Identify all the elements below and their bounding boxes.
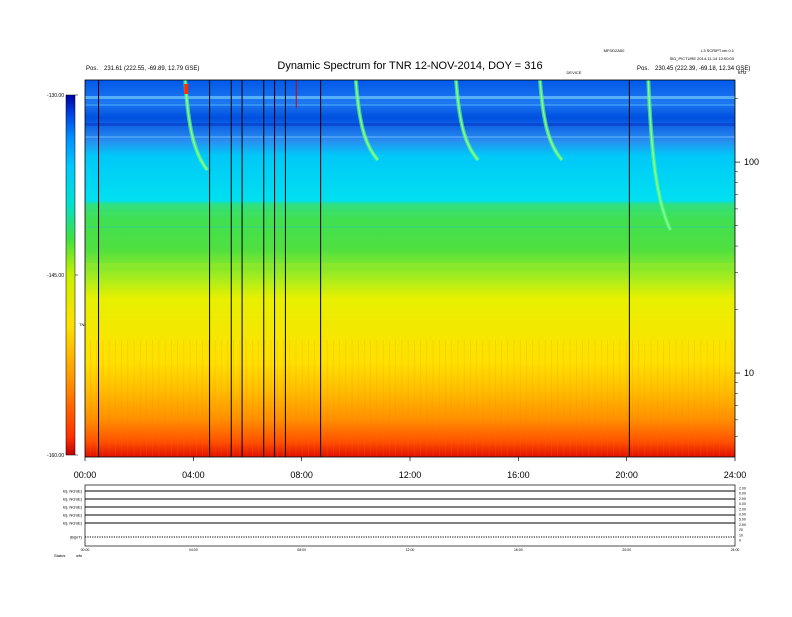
spectrogram-texture bbox=[85, 96, 735, 457]
left-pos-value: 231.61 (222.55, -69.89, 12.79 GSE) bbox=[104, 66, 199, 72]
spectrum-band bbox=[85, 263, 735, 267]
y-tick-label: 100 bbox=[744, 157, 759, 167]
x-tick-label: 20:00 bbox=[615, 470, 638, 480]
burst-peak bbox=[184, 84, 189, 94]
spectrum-band bbox=[85, 123, 735, 126]
right-scale-label: 0.00 bbox=[739, 502, 746, 506]
lower-x-tick-label: 04:00 bbox=[189, 548, 198, 552]
row-label: B(, NGSE) bbox=[63, 489, 83, 494]
x-tick-label: 00:00 bbox=[74, 470, 97, 480]
lower-panel-frame bbox=[84, 484, 736, 547]
right-scale-label: 0.00 bbox=[739, 513, 746, 517]
lower-x-tick-label: 00:00 bbox=[81, 548, 90, 552]
right-scale-label: 20 bbox=[739, 528, 743, 532]
lower-x-tick-label: 24:00 bbox=[731, 548, 740, 552]
right-pos-value: 230.45 (222.39, -69.18, 12.34 GSE) bbox=[655, 66, 750, 72]
type-iii-bursts bbox=[183, 79, 673, 231]
right-mid-tag: SID_PICTURE 2014-11-14 10:00:03 bbox=[670, 56, 735, 61]
right-top-tag: L3 SCRIPT.ver.0.1 bbox=[701, 48, 735, 53]
colorbar-tick-label: -130.00 bbox=[47, 93, 64, 99]
type-iii-burst-core bbox=[539, 79, 563, 161]
x-tick-label: 16:00 bbox=[507, 470, 530, 480]
right-scale-label: 2.50 bbox=[739, 523, 746, 527]
row-label: B(, NGSE) bbox=[63, 497, 83, 502]
y-axis-right: 100 10 bbox=[735, 98, 759, 437]
colorbar bbox=[65, 94, 76, 456]
right-scale-label: 0 bbox=[739, 539, 741, 543]
spectrum-band bbox=[85, 136, 735, 138]
khz-label: kHz bbox=[738, 70, 747, 76]
row-label: B(, NGSE) bbox=[63, 521, 83, 526]
row-label: B(, NGSE) bbox=[63, 513, 83, 518]
spectrum-band bbox=[85, 226, 735, 228]
magnetometer-panel: B(, NGSE) B(, NGSE) B(, NGSE) B(, NGSE) B(, … bbox=[63, 484, 746, 552]
row-label: |B|(nT) bbox=[70, 535, 83, 540]
spectrum-band bbox=[85, 96, 735, 99]
center-tag: MFSD2A00 bbox=[604, 48, 625, 53]
lower-x-tick-label: 20:00 bbox=[622, 548, 631, 552]
spectrogram bbox=[84, 79, 736, 458]
type-iii-burst-core bbox=[647, 79, 672, 231]
right-scale-label: 2.00 bbox=[739, 507, 746, 511]
chart-title: Dynamic Spectrum for TNR 12-NOV-2014, DO… bbox=[277, 60, 542, 72]
x-tick-label: 08:00 bbox=[290, 470, 313, 480]
y-tick-label: 10 bbox=[744, 368, 754, 378]
status-label: Status bbox=[54, 553, 65, 558]
row-label: B(, NGSE) bbox=[63, 505, 83, 510]
type-iii-burst-core bbox=[355, 79, 379, 161]
spectrum-band bbox=[85, 104, 735, 106]
right-scale-label: 2.00 bbox=[739, 497, 746, 501]
lower-x-tick-label: 16:00 bbox=[514, 548, 523, 552]
x-axis: 00:00 04:00 08:00 12:00 16:00 20:00 24:00 bbox=[74, 457, 747, 480]
sub-tag: DEVICE bbox=[567, 70, 582, 75]
status-value: wfs bbox=[76, 553, 82, 558]
colorbar-ticks: -130.00 -145.00 -160.00 bbox=[47, 93, 78, 459]
type-iii-burst-core bbox=[455, 79, 479, 161]
right-pos-label: Pos. bbox=[637, 66, 649, 72]
left-pos-label: Pos. bbox=[86, 66, 98, 72]
lower-x-tick-label: 08:00 bbox=[297, 548, 306, 552]
right-scale-label: 10 bbox=[739, 533, 743, 537]
right-scale-label: 5.00 bbox=[739, 518, 746, 522]
right-scale-label: 2.00 bbox=[739, 487, 746, 491]
data-dropout-lines bbox=[98, 80, 630, 457]
x-tick-label: 04:00 bbox=[182, 470, 205, 480]
colorbar-tick-label: -160.00 bbox=[47, 453, 64, 459]
right-scale-label: 0.00 bbox=[739, 492, 746, 496]
x-tick-label: 24:00 bbox=[724, 470, 747, 480]
lower-x-tick-label: 12:00 bbox=[406, 548, 415, 552]
colorbar-label: TNR bbox=[79, 322, 87, 327]
spectrum-band bbox=[85, 212, 735, 215]
x-tick-label: 12:00 bbox=[399, 470, 422, 480]
colorbar-tick-label: -145.00 bbox=[47, 273, 64, 279]
